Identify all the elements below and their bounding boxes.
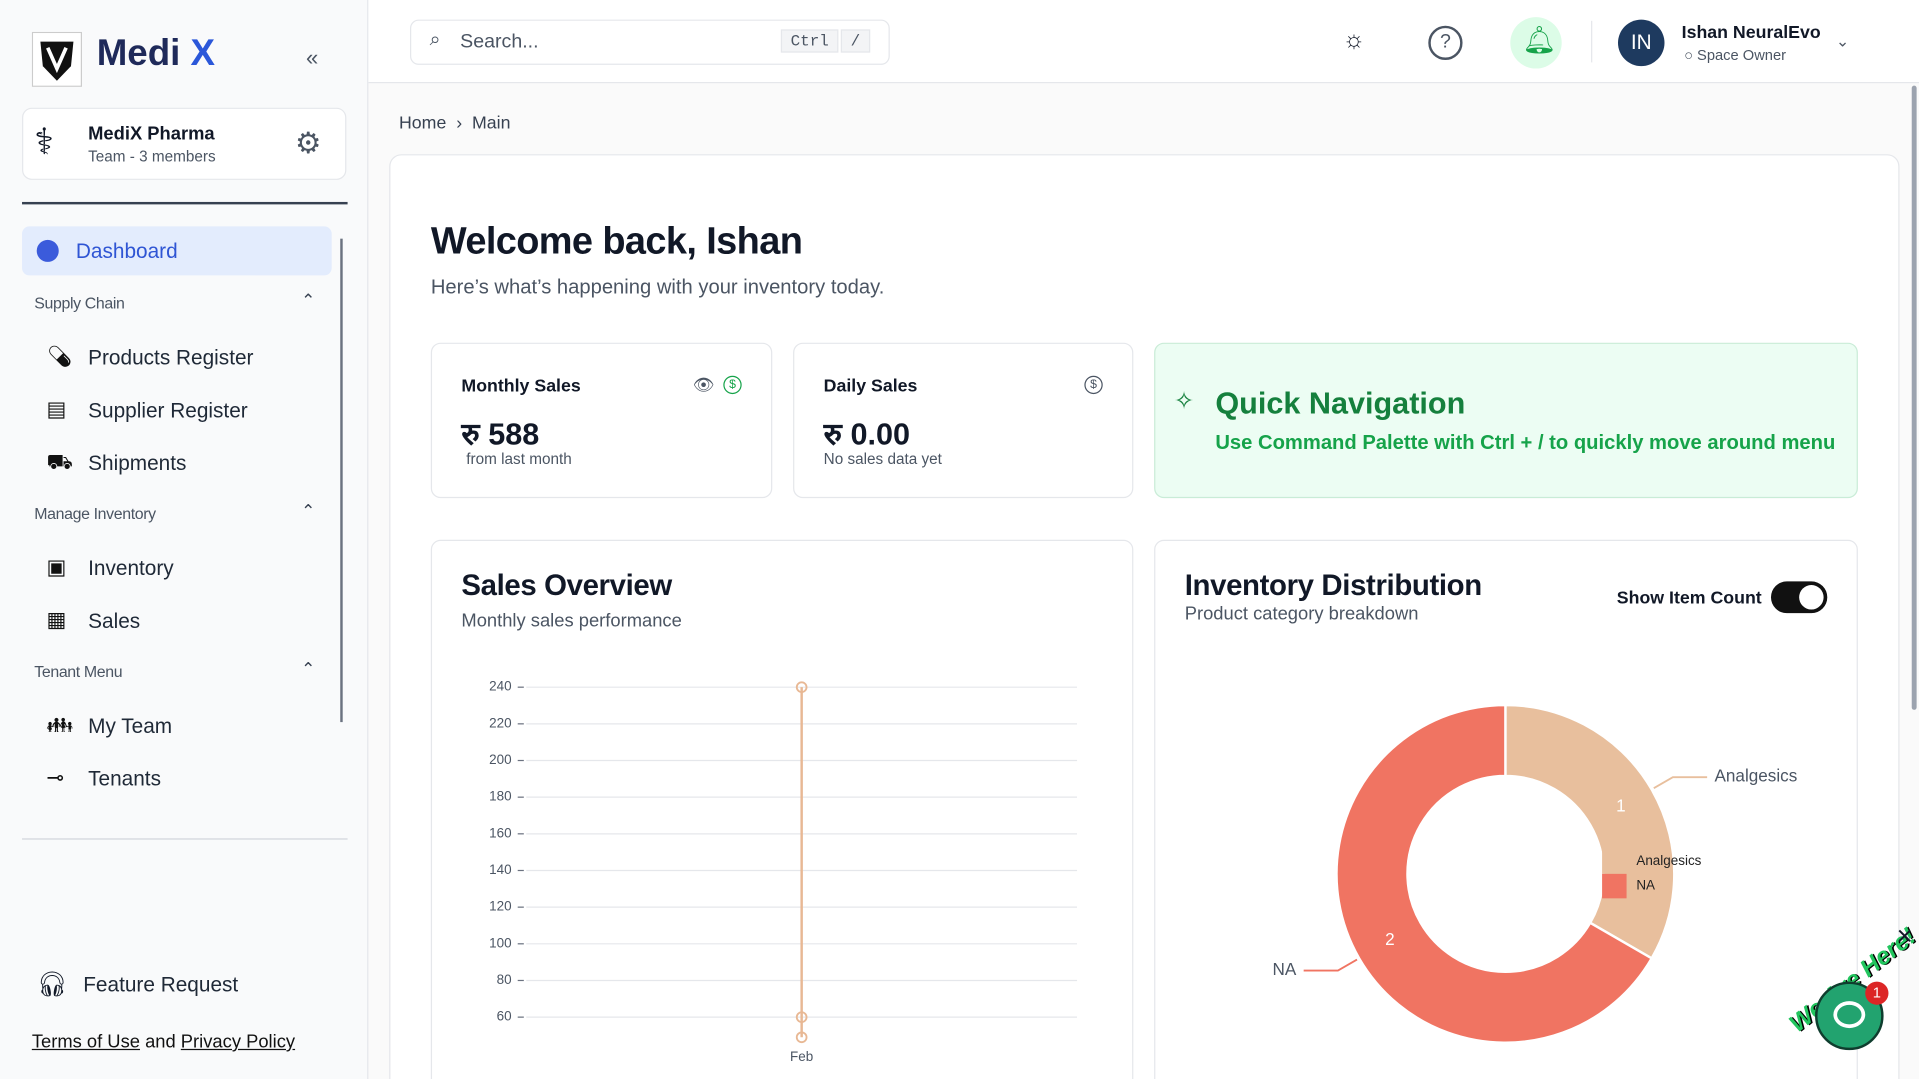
y-tick-label: 60 bbox=[497, 1009, 512, 1024]
slice-label: Analgesics bbox=[1714, 766, 1797, 786]
legend-swatch bbox=[1602, 874, 1626, 898]
legend-swatch bbox=[1602, 849, 1626, 873]
y-tick-label: 80 bbox=[497, 972, 512, 987]
legend-entry: Analgesics bbox=[1636, 853, 1701, 868]
chat-badge: 1 bbox=[1865, 982, 1888, 1005]
y-tick-label: 200 bbox=[489, 752, 511, 767]
x-tick-label: Feb bbox=[790, 1049, 813, 1064]
data-label: 1 bbox=[1616, 796, 1626, 816]
legend-entry: NA bbox=[1636, 878, 1655, 893]
leader-line bbox=[1654, 777, 1707, 788]
y-tick-label: 140 bbox=[489, 862, 511, 877]
chat-close[interactable]: ✕ bbox=[1896, 925, 1913, 949]
y-tick-label: 100 bbox=[489, 935, 511, 950]
y-tick-label: 120 bbox=[489, 899, 511, 914]
pie-slice bbox=[1505, 705, 1674, 958]
y-tick-label: 180 bbox=[489, 789, 511, 804]
y-tick-label: 240 bbox=[489, 679, 511, 694]
page-scrollbar bbox=[1912, 86, 1917, 710]
y-tick-label: 220 bbox=[489, 715, 511, 730]
data-label: 2 bbox=[1385, 929, 1395, 949]
chat-icon bbox=[1833, 1001, 1865, 1028]
y-tick-label: 160 bbox=[489, 825, 511, 840]
slice-label: NA bbox=[1273, 959, 1297, 979]
leader-line bbox=[1304, 960, 1357, 971]
